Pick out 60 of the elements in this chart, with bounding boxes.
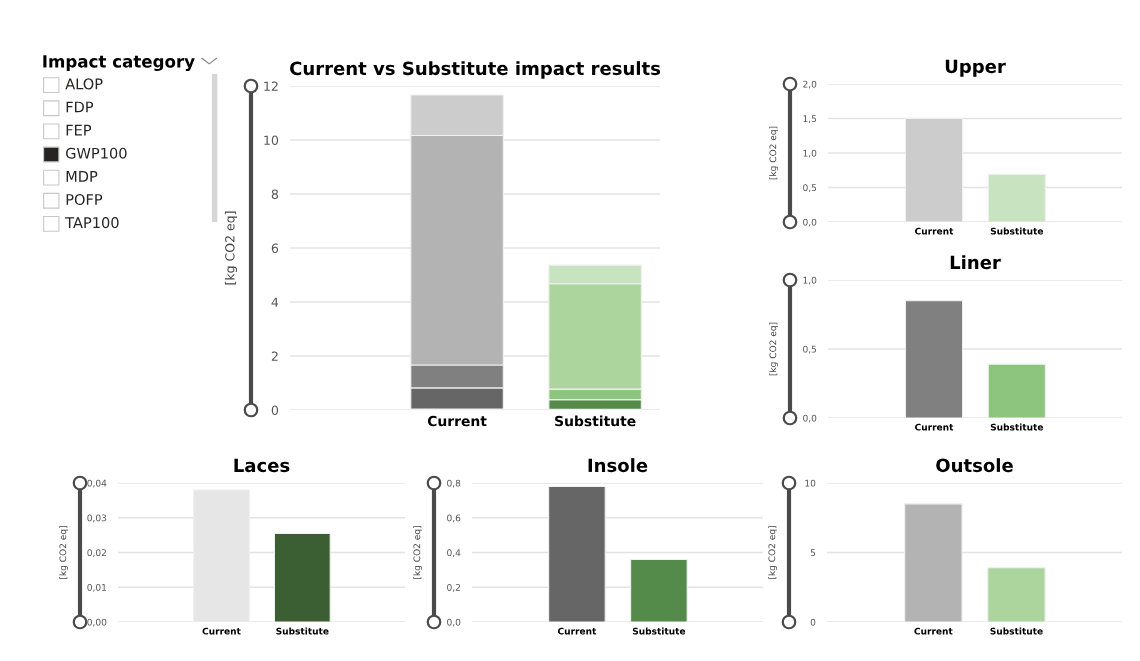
y-tick-label: 0,5	[803, 345, 817, 354]
y-tick-label: 10	[805, 479, 816, 487]
x-tick-label: Current	[202, 627, 241, 635]
y-tick-label: 0,8	[447, 479, 461, 488]
text: ALOP	[65, 78, 103, 90]
text: TAP100	[65, 217, 119, 229]
x-tick-label: Current	[914, 627, 953, 635]
text: POFP	[66, 193, 103, 206]
x-tick-label: Substitute	[990, 423, 1044, 431]
y-axis-title: [kg CO2 eq]	[413, 526, 422, 579]
chart-title: Current vs Substitute impact results	[290, 61, 661, 79]
y-tick-label: 0,02	[87, 549, 106, 557]
y-tick-label: 0,0	[803, 218, 817, 227]
y-tick-label: 2	[271, 351, 278, 361]
y-tick-label: 0,5	[803, 184, 817, 192]
y-axis-title: [kg CO2 eq]	[59, 526, 68, 579]
x-tick-label: Substitute	[990, 627, 1043, 635]
y-tick-label: 5	[810, 549, 816, 557]
chart-title: Insole	[588, 458, 648, 473]
y-tick-label: 0,2	[447, 583, 460, 592]
text: MDP	[66, 171, 98, 182]
chart-title: Liner	[950, 255, 1001, 270]
x-tick-label: Substitute	[555, 415, 636, 427]
y-tick-label: 12	[264, 81, 278, 91]
y-tick-label: 1,0	[803, 149, 817, 158]
y-tick-label: 0,00	[87, 618, 107, 627]
x-tick-label: Substitute	[276, 627, 329, 635]
chart-title: Outsole	[936, 458, 1013, 473]
text: GWP100	[66, 147, 127, 159]
x-tick-label: Current	[915, 423, 954, 431]
chart-title: Upper	[945, 59, 1006, 77]
y-axis-title: [kg CO2 eq]	[768, 526, 777, 579]
y-tick-label: 0	[810, 618, 816, 626]
y-tick-label: 0,04	[87, 479, 107, 488]
y-tick-label: 4	[271, 297, 279, 307]
y-tick-label: 10	[264, 135, 279, 145]
y-tick-label: 6	[271, 243, 279, 253]
y-tick-label: 8	[271, 189, 279, 199]
x-tick-label: Current	[915, 227, 954, 235]
y-axis-title: [kg CO2 eq]	[224, 211, 237, 285]
x-tick-label: Substitute	[990, 227, 1044, 235]
x-tick-label: Substitute	[632, 627, 686, 635]
x-tick-label: Current	[557, 627, 597, 635]
y-tick-label: 1,5	[803, 115, 817, 123]
y-tick-label: 0,01	[87, 583, 107, 592]
y-tick-label: 2,0	[803, 80, 817, 89]
y-tick-label: 0,0	[803, 414, 817, 423]
y-axis-title: [kg CO2 eq]	[769, 126, 778, 180]
y-tick-label: 0,0	[447, 618, 461, 627]
text: FEP	[66, 124, 92, 136]
text: Impact category	[43, 55, 195, 72]
y-axis-title: [kg CO2 eq]	[769, 322, 778, 376]
y-tick-label: 0	[271, 405, 279, 415]
y-tick-label: 0,6	[447, 514, 461, 523]
text: FDP	[66, 101, 94, 113]
y-tick-label: 1,0	[803, 276, 817, 285]
y-tick-label: 0,03	[87, 514, 107, 523]
y-tick-label: 0,4	[447, 549, 461, 557]
chart-title: Laces	[234, 458, 290, 473]
x-tick-label: Current	[427, 415, 487, 427]
